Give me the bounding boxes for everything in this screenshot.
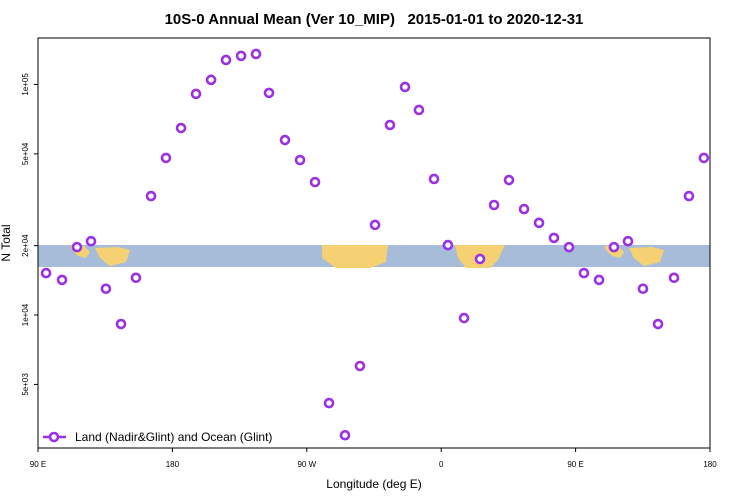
point	[85, 235, 97, 247]
x-tick-label: 180	[703, 460, 717, 469]
point	[428, 173, 440, 185]
point	[399, 81, 411, 93]
y-axis-label: N Total	[0, 224, 13, 261]
point	[637, 283, 649, 295]
point	[71, 241, 83, 253]
x-tick-label: 0	[439, 460, 444, 469]
legend-marker	[48, 431, 60, 443]
point	[40, 267, 52, 279]
point	[220, 54, 232, 66]
point	[100, 283, 112, 295]
point	[339, 429, 351, 441]
x-tick-label: 90 E	[30, 460, 46, 469]
map-background	[38, 245, 710, 268]
point	[323, 397, 335, 409]
point	[458, 312, 470, 324]
point	[369, 219, 381, 231]
point	[263, 87, 275, 99]
point	[279, 134, 291, 146]
point	[205, 74, 217, 86]
x-tick-label: 90 E	[567, 460, 583, 469]
chart-title: 10S-0 Annual Mean (Ver 10_MIP) 2015-01-0…	[165, 11, 584, 28]
point	[413, 104, 425, 116]
plot-frame	[37, 37, 711, 449]
point	[563, 241, 575, 253]
point	[652, 318, 664, 330]
x-axis-label: Longitude (deg E)	[326, 477, 421, 491]
y-tick-label: 5e+04	[21, 142, 30, 165]
land	[70, 246, 130, 266]
point	[683, 190, 695, 202]
legend-label: Land (Nadir&Glint) and Ocean (Glint)	[75, 430, 272, 444]
point	[190, 88, 202, 100]
point	[578, 267, 590, 279]
point	[309, 176, 321, 188]
point	[533, 217, 545, 229]
point	[442, 239, 454, 251]
point	[668, 272, 680, 284]
y-tick-label: 2e+04	[21, 234, 30, 257]
point	[608, 241, 620, 253]
point	[622, 235, 634, 247]
land	[604, 246, 664, 266]
point	[56, 274, 68, 286]
point	[503, 174, 515, 186]
point	[548, 232, 560, 244]
point	[593, 274, 605, 286]
point	[250, 48, 262, 60]
x-tick-label: 90 W	[297, 460, 316, 469]
point	[235, 50, 247, 62]
point	[488, 199, 500, 211]
point	[384, 119, 396, 131]
point	[130, 272, 142, 284]
point	[698, 152, 710, 164]
point	[294, 154, 306, 166]
point	[474, 253, 486, 265]
y-tick-label: 5e+03	[21, 373, 30, 396]
point	[354, 360, 366, 372]
x-tick-label: 180	[166, 460, 180, 469]
point	[175, 122, 187, 134]
point	[115, 318, 127, 330]
land	[322, 245, 388, 268]
y-tick-label: 1e+05	[21, 73, 30, 96]
y-tick-label: 1e+04	[21, 303, 30, 326]
point	[518, 203, 530, 215]
point	[160, 152, 172, 164]
point	[145, 190, 157, 202]
